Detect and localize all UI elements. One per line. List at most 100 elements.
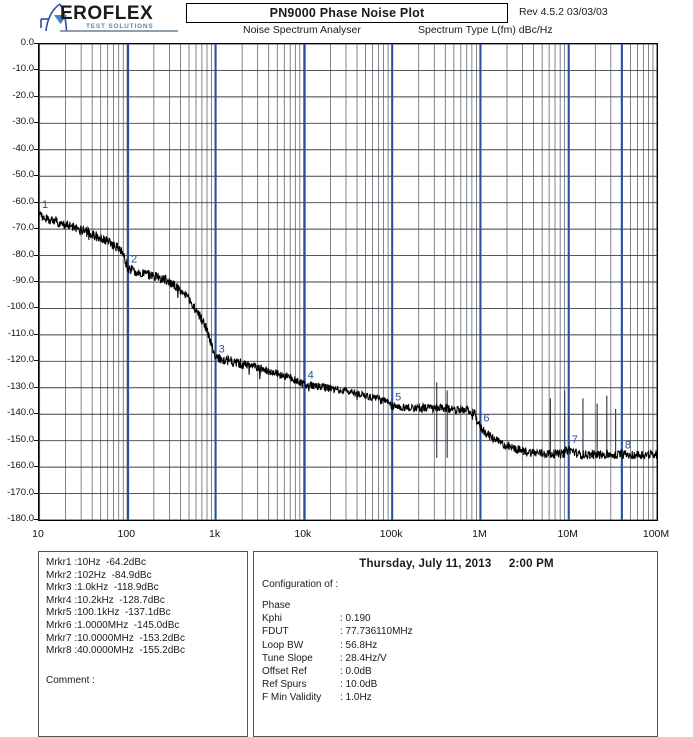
marker-number: 4 [308,369,314,381]
marker-number: 2 [131,254,137,266]
config-key: FDUT [262,626,289,638]
config-value: : 10.0dB [340,679,378,691]
config-row: Kphi : 0.190 [262,612,413,625]
y-tick-label: -150.0 [7,433,34,445]
config-key: F Min Validity [262,692,322,704]
y-tick-mark [34,122,39,124]
y-tick-mark [34,360,39,362]
y-tick-label: -10.0 [12,63,34,75]
config-value: : 56.8Hz [340,639,378,651]
configuration-heading: Configuration of : [262,579,339,590]
config-value: : 0.190 [340,613,371,625]
marker-readout: Mrkr5 :100.1kHz -137.1dBc [46,607,171,619]
marker-readout: Mrkr1 :10Hz -64.2dBc [46,557,147,568]
report-datetime: Thursday, July 11, 2013 2:00 PM [254,558,659,570]
plot-header: EROFLEX TEST SOLUTIONS PN9000 Phase Nois… [0,0,693,40]
config-key: Tune Slope [262,652,313,664]
marker-readout: Mrkr7 :10.0000MHz -153.2dBc [46,632,185,644]
config-row: Ref Spurs : 10.0dB [262,678,413,691]
x-tick-label: 10M [557,528,578,540]
config-row: Tune Slope : 28.4Hz/V [262,652,413,665]
y-tick-label: -100.0 [7,301,34,313]
marker-readout: Mrkr8 :40.0000MHz -155.2dBc [46,645,185,657]
noise-trace [39,211,657,461]
logo-tagline: TEST SOLUTIONS [86,23,154,30]
marker-number: 7 [572,434,578,446]
config-key: Kphi [262,613,283,625]
y-tick-label: -130.0 [7,380,34,392]
config-value: : 1.0Hz [340,692,372,704]
comment-label: Comment : [46,675,95,686]
report-time: 2:00 PM [508,558,554,570]
y-tick-label: -110.0 [7,327,34,339]
plot-title-box: PN9000 Phase Noise Plot [186,3,508,23]
marker-lines [39,44,623,520]
y-tick-mark [34,148,39,150]
marker-labels: 1 2 3 4 5 6 7 8 [42,199,631,452]
config-key: Loop BW [262,639,304,651]
config-value: : 28.4Hz/V [340,652,387,664]
logo-wordmark: EROFLEX [60,3,154,24]
marker-readout: Mrkr2 :102Hz -84.9dBc [46,569,152,581]
marker-number: 1 [42,199,48,211]
y-tick-label: -160.0 [7,460,34,472]
marker-number: 3 [219,343,225,355]
y-tick-mark [34,413,39,415]
page-title: PN9000 Phase Noise Plot [269,6,425,20]
y-tick-label: -170.0 [7,486,34,498]
y-tick-label: -30.0 [12,116,34,128]
config-value: : 77.736110MHz [340,626,413,638]
markers-panel: Mrkr1 :10Hz -64.2dBc Mrkr2 :102Hz -84.9dB… [38,551,248,737]
config-row: F Min Validity : 1.0Hz [262,691,413,704]
y-tick-mark [34,254,39,256]
y-tick-mark [34,492,39,494]
config-value: : 0.0dB [340,665,372,677]
y-tick-mark [34,43,39,44]
phase-noise-chart: 1 2 3 4 5 6 7 8 0.0 -10.0 -20.0 -30.0 -40.0 -50.0 -60… [0,37,693,540]
plot-area: 1 2 3 4 5 6 7 8 [38,43,658,521]
y-tick-mark [34,281,39,282]
y-tick-mark [34,333,39,335]
revision-info: Rev 4.5.2 03/03/03 [519,6,608,18]
config-row: Offset Ref : 0.0dB [262,665,413,678]
y-tick-mark [34,519,39,520]
y-tick-mark [34,466,39,468]
y-tick-mark [34,95,39,97]
y-tick-label: -180.0 [7,513,34,524]
logo-underline [60,30,178,32]
instrument-subtitle: Noise Spectrum Analyser [243,24,361,36]
config-key: Offset Ref [262,665,307,677]
marker-number: 5 [395,392,401,404]
y-tick-label: -20.0 [12,89,34,101]
y-tick-mark [34,386,39,388]
y-tick-label: -90.0 [12,275,34,286]
comment-field[interactable]: Comment : [46,675,95,686]
y-tick-label: -50.0 [12,169,34,181]
x-tick-label: 1k [209,528,221,540]
x-tick-label: 100 [117,528,136,540]
aeroflex-logo: EROFLEX TEST SOLUTIONS [38,2,178,34]
config-key: Ref Spurs [262,679,307,691]
y-tick-mark [34,201,39,203]
configuration-rows: Phase Kphi : 0.190 FDUT : 77.736110MHz Loop B… [262,599,413,705]
config-row: FDUT : 77.736110MHz [262,625,413,638]
y-tick-label: 0.0 [20,37,34,48]
x-tick-label: 10k [294,528,312,540]
y-tick-mark [34,175,39,177]
marker-readout: Mrkr6 :1.0000MHz -145.0dBc [46,619,180,631]
report-date: Thursday, July 11, 2013 [359,558,492,570]
y-tick-label: -40.0 [12,142,34,154]
marker-readout: Mrkr4 :10.2kHz -128.7dBc [46,594,165,606]
x-tick-label: 10 [32,528,44,540]
x-tick-label: 1M [472,528,487,540]
y-tick-label: -60.0 [12,195,34,207]
aeroflex-logo-mark [40,3,68,32]
x-tick-label: 100k [379,528,403,540]
y-tick-label: -70.0 [12,222,34,234]
marker-readout: Mrkr3 :1.0kHz -118.9dBc [46,582,159,594]
y-tick-mark [34,439,39,441]
marker-number: 6 [483,412,489,424]
spectrum-type-label: Spectrum Type L(fm) dBc/Hz [418,24,553,36]
config-subject: Phase [262,600,291,611]
x-tick-label: 100M [642,528,670,540]
